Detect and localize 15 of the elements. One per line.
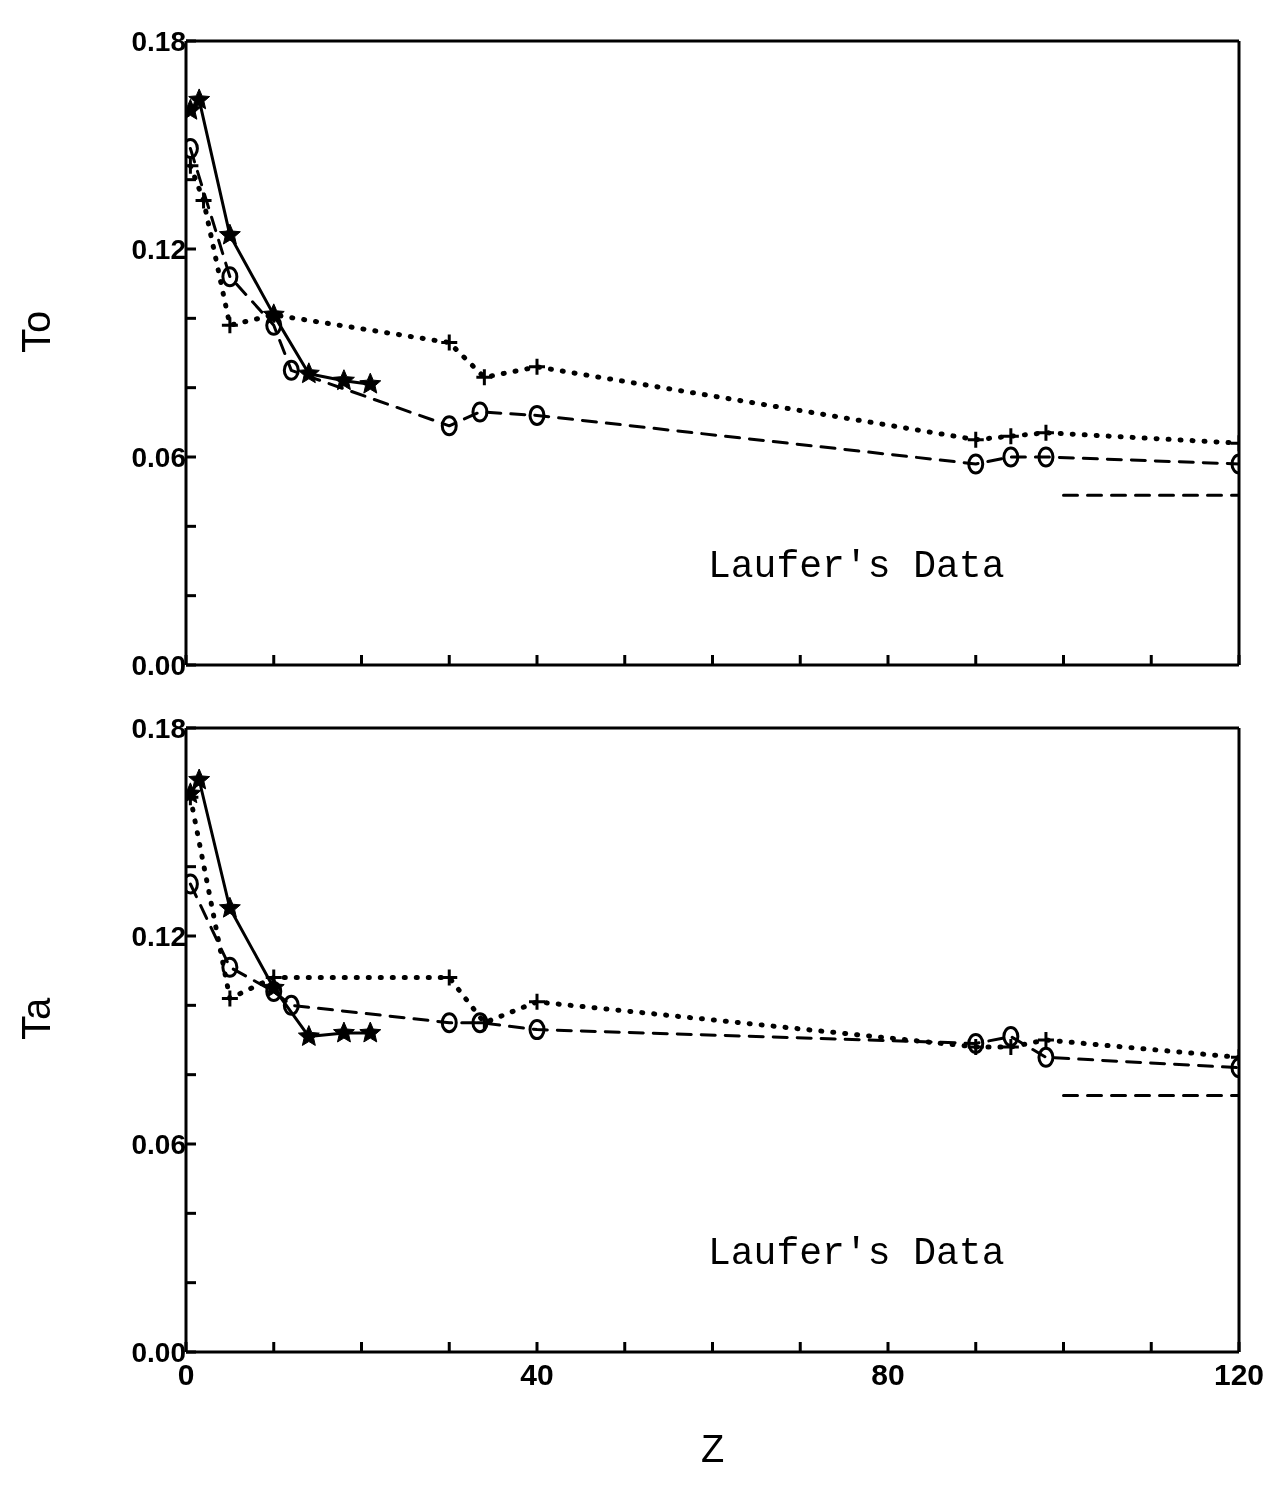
y-tick-label: 0.00 bbox=[131, 649, 186, 681]
y-tick-label: 0.18 bbox=[131, 25, 186, 57]
y-axis-title: Ta bbox=[14, 997, 59, 1040]
y-tick-label: 0.18 bbox=[131, 712, 186, 744]
annotation: Laufer's Data bbox=[708, 545, 1005, 588]
y-tick-label: 0.12 bbox=[131, 920, 186, 952]
y-tick-label: 0.06 bbox=[131, 441, 186, 473]
x-tick-label: 40 bbox=[520, 1358, 554, 1392]
x-tick-label: 120 bbox=[1213, 1358, 1265, 1392]
annotation: Laufer's Data bbox=[708, 1232, 1005, 1275]
y-tick-label: 0.12 bbox=[131, 233, 186, 265]
x-axis-title: Z bbox=[700, 1428, 725, 1470]
y-tick-label: 0.06 bbox=[131, 1128, 186, 1160]
x-tick-label: 80 bbox=[871, 1358, 905, 1392]
y-axis-title: To bbox=[14, 310, 59, 353]
